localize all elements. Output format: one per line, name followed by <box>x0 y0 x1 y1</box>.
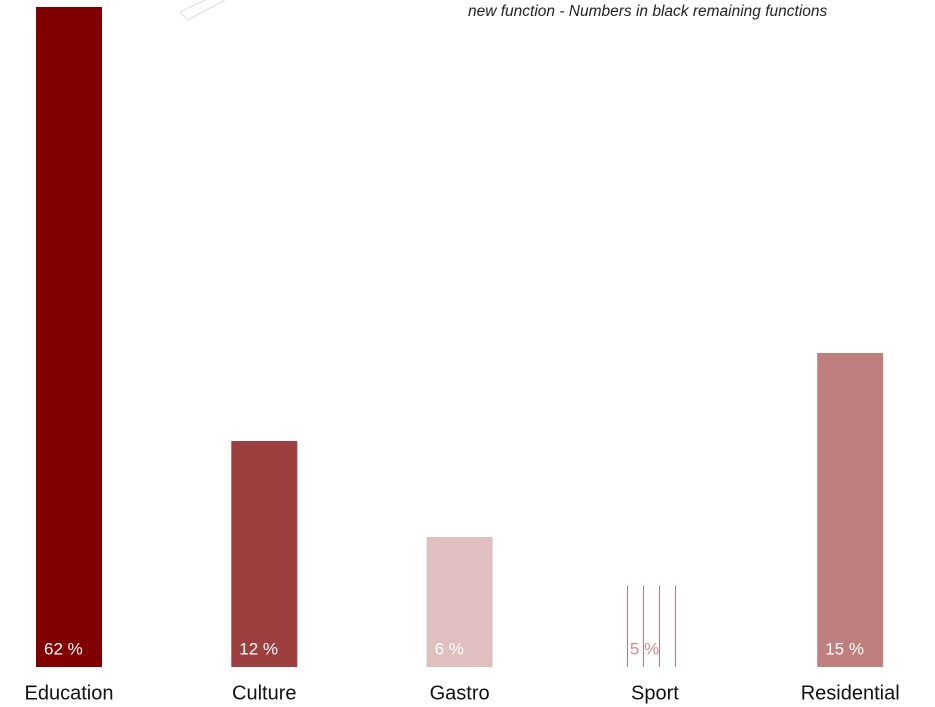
data-label: 62 % <box>44 639 83 658</box>
x-tick-label: Gastro <box>430 682 490 704</box>
x-tick-label: Sport <box>631 682 679 704</box>
decor <box>179 0 226 21</box>
bar <box>817 353 884 667</box>
x-tick-label: Culture <box>232 682 296 704</box>
data-label: 12 % <box>239 639 278 658</box>
data-label: 6 % <box>435 639 464 658</box>
bar <box>426 537 493 667</box>
x-tick-label: Education <box>25 682 114 704</box>
bar <box>36 7 102 667</box>
subtitle: new function - Numbers in black remainin… <box>468 3 828 20</box>
data-label: 5 % <box>630 639 659 658</box>
data-label: 15 % <box>825 639 864 658</box>
bar <box>621 586 688 667</box>
x-tick-label: Residential <box>801 682 900 704</box>
bar <box>231 441 298 667</box>
